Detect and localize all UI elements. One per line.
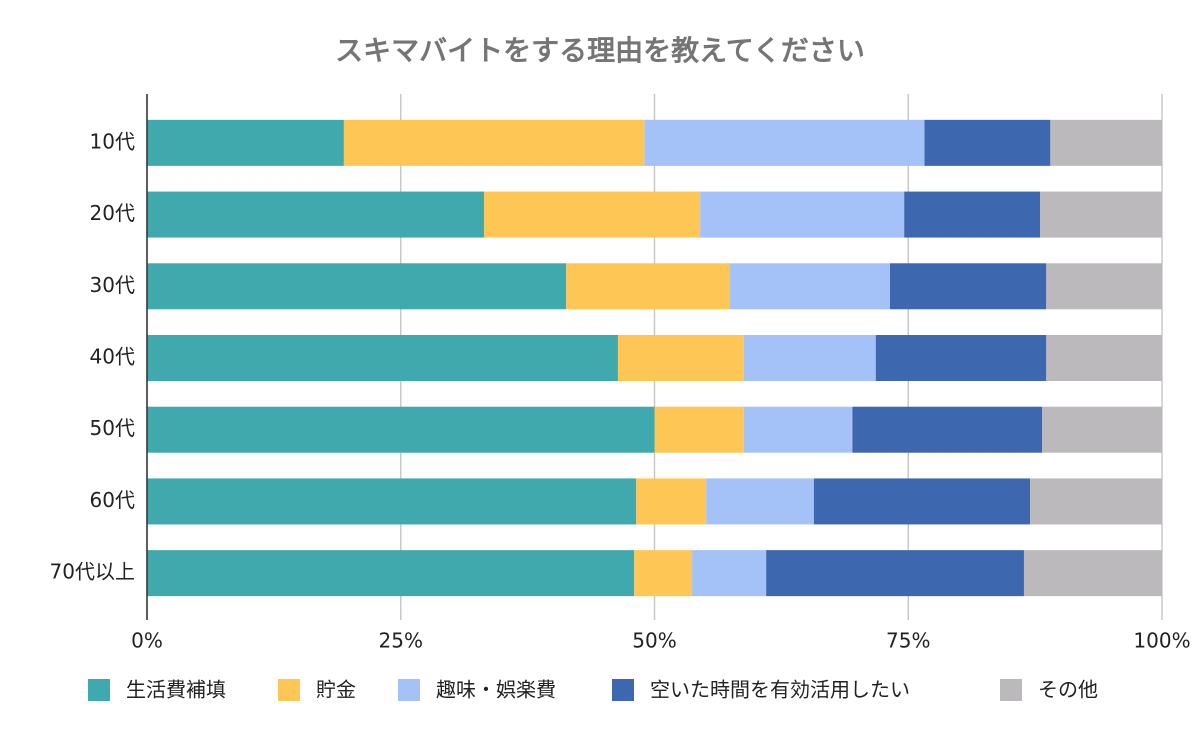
- y-tick-label: 10代: [90, 129, 135, 153]
- bar-segment: [644, 119, 925, 166]
- x-tick-label: 100%: [1133, 629, 1190, 653]
- legend-label: 貯金: [316, 678, 356, 702]
- bar-segment: [147, 550, 635, 597]
- bar-segment: [343, 119, 645, 166]
- bar-segment: [766, 550, 1024, 597]
- bar-segment: [1046, 263, 1162, 310]
- bar-segment: [147, 478, 637, 525]
- bar-segment: [889, 263, 1047, 310]
- bar-segment: [654, 406, 744, 453]
- bar-segment: [1030, 478, 1162, 525]
- legend-label: その他: [1038, 678, 1098, 702]
- bar-segment: [1046, 335, 1162, 381]
- bar-segment: [852, 406, 1043, 453]
- bar-segment: [924, 119, 1051, 166]
- bar-segment: [813, 478, 1031, 525]
- bar-segment: [147, 263, 567, 310]
- y-tick-label: 50代: [90, 416, 135, 440]
- y-tick-label: 70代以上: [50, 560, 135, 584]
- legend-label: 空いた時間を有効活用したい: [650, 678, 910, 702]
- bar-segment: [1042, 406, 1162, 453]
- legend-label: 生活費補填: [126, 678, 226, 702]
- x-tick-label: 25%: [379, 629, 423, 653]
- legend-swatch: [278, 679, 300, 701]
- bar-segment: [634, 550, 693, 597]
- legend-swatch: [612, 679, 634, 701]
- bar-segment: [147, 335, 618, 381]
- bar-segment: [636, 478, 707, 525]
- y-tick-label: 60代: [90, 488, 135, 512]
- y-tick-label: 20代: [90, 201, 135, 225]
- bar-segment: [483, 191, 701, 238]
- y-tick-label: 30代: [90, 273, 135, 297]
- bar-segment: [692, 550, 767, 597]
- bar-segment: [1050, 119, 1162, 166]
- bar-segment: [147, 119, 344, 166]
- bar-segment: [706, 478, 814, 525]
- legend-swatch: [1000, 679, 1022, 701]
- x-tick-label: 0%: [131, 629, 163, 653]
- bar-segment: [729, 263, 890, 310]
- bar-segment: [566, 263, 730, 310]
- bar-segment: [743, 335, 876, 381]
- bar-segment: [147, 191, 484, 238]
- bar-segment: [743, 406, 853, 453]
- y-tick-label: 40代: [90, 345, 135, 369]
- legend-label: 趣味・娯楽費: [436, 678, 556, 702]
- chart-title: スキマバイトをする理由を教えてください: [335, 34, 865, 67]
- legend-swatch: [398, 679, 420, 701]
- bar-segment: [875, 335, 1047, 381]
- bar-segment: [617, 335, 744, 381]
- x-tick-label: 50%: [632, 629, 676, 653]
- bar-segment: [700, 191, 905, 238]
- x-tick-label: 75%: [886, 629, 930, 653]
- legend-swatch: [88, 679, 110, 701]
- bar-segment: [1023, 550, 1162, 597]
- bar-segment: [1040, 191, 1162, 238]
- bar-segment: [904, 191, 1041, 238]
- bar-segment: [147, 406, 655, 453]
